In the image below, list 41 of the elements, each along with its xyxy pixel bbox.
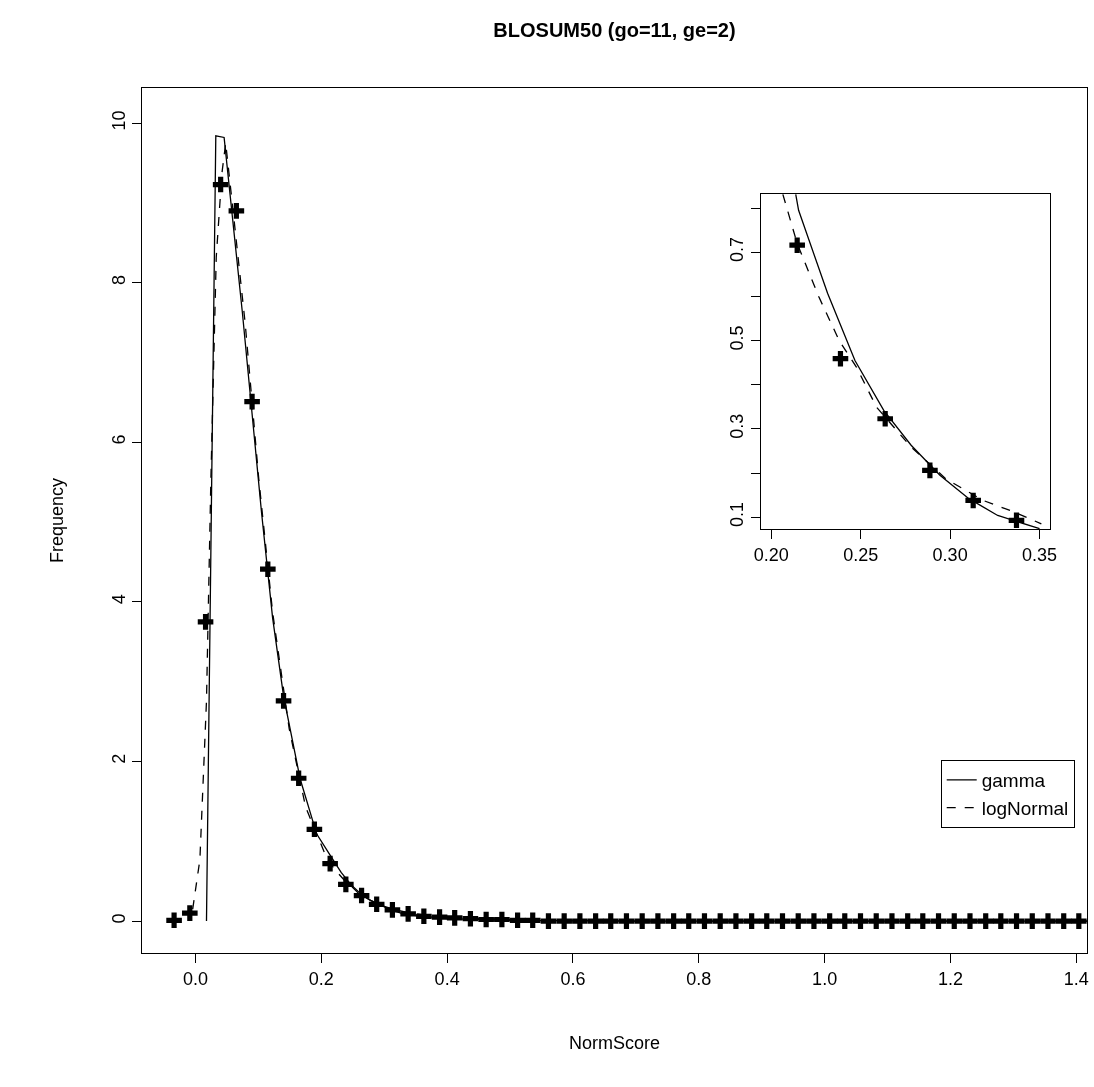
y-tick-label: 0.1 [727,502,748,528]
x-tick-label: 0.8 [686,968,712,989]
point [572,913,588,929]
x-tick-label: 0.2 [308,968,334,989]
x-tick-label: 0.25 [843,544,879,565]
point [587,913,604,929]
x-tick-label: 1.2 [937,968,963,989]
x-tick-label: 0.4 [434,968,460,989]
point [962,913,978,929]
point [556,913,572,929]
x-tick-label: 0.6 [560,968,586,989]
y-axis-title: Frequency [47,477,67,564]
x-tick-label: 0.30 [932,544,968,565]
x-tick-label: 0.35 [1022,544,1058,565]
x-tick-label: 0.20 [753,544,789,565]
point [806,913,822,929]
y-tick-label: 10 [108,110,129,131]
y-tick-label: 0.7 [727,237,748,263]
point [728,913,744,929]
point [832,350,849,367]
y-tick-label: 0 [108,913,129,924]
x-axis-title: NormScore [568,1032,661,1053]
point [884,913,900,929]
point [650,913,666,929]
y-tick-label: 0.5 [727,325,748,351]
y-tick-label: 2 [108,753,129,764]
legend-label: logNormal [981,798,1069,820]
point [1040,913,1056,929]
x-tick-label: 0.0 [182,968,208,989]
y-tick-label: 8 [108,274,129,286]
point [166,912,182,929]
y-tick-label: 6 [108,434,129,445]
y-tick-label: 4 [108,594,129,605]
x-tick-label: 1.4 [1063,968,1089,989]
point [922,462,938,479]
legend-label: gamma [981,770,1046,792]
point [182,905,198,921]
x-tick-label: 1.0 [812,968,838,989]
point [789,237,805,253]
y-tick-label: 0.3 [727,413,748,439]
chart-title: BLOSUM50 (go=11, ge=2) [493,19,736,41]
